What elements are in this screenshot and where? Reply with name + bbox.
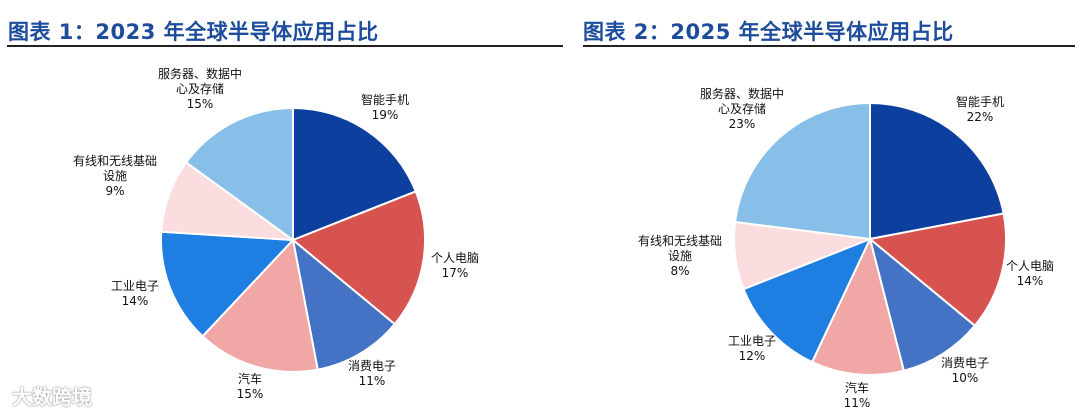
slice-name-label: 心及存储: [718, 101, 766, 116]
pie-slice: [160, 230, 296, 338]
slice-name-label: 工业电子: [111, 279, 159, 293]
slice-name-label: 服务器、数据中: [158, 66, 242, 81]
slice-label: 工业电子 14%: [111, 279, 159, 308]
slice-label: 消费电子 11%: [348, 359, 396, 388]
slice-name-label: 心及存储: [176, 81, 224, 96]
pie-slice: [291, 190, 426, 326]
pie-slice: [733, 101, 871, 241]
slice-name-label: 服务器、数据中: [700, 86, 784, 101]
slice-label: 有线和无线基础设施 8%: [638, 234, 722, 278]
slice-label: 个人电脑 17%: [431, 251, 479, 280]
slice-value-label: 22%: [967, 110, 994, 124]
slice-label: 有线和无线基础设施 9%: [73, 154, 157, 198]
slice-name-label: 智能手机: [956, 94, 1004, 109]
slice-value-label: 14%: [122, 294, 149, 308]
slice-name-label: 智能手机: [361, 92, 409, 107]
slice-value-label: 12%: [739, 349, 766, 363]
slice-label: 服务器、数据中心及存储 23%: [700, 86, 784, 131]
title-divider-1: [7, 45, 563, 47]
slice-name-label: 有线和无线基础: [638, 234, 722, 248]
slice-value-label: 17%: [442, 266, 469, 280]
slice-name-label: 设施: [668, 249, 692, 263]
pie-slice: [742, 237, 872, 364]
chart-title-2: 图表 2：2025 年全球半导体应用占比: [583, 20, 954, 44]
slice-value-label: 14%: [1017, 274, 1044, 288]
pie-slice: [184, 106, 294, 242]
watermark-logo: 大数跨境: [12, 381, 92, 410]
pie-slice: [291, 237, 397, 371]
pie-slice: [867, 212, 1007, 328]
chart-title-1: 图表 1：2023 年全球半导体应用占比: [8, 20, 379, 44]
pie-slice: [810, 236, 906, 376]
pie-slice: [869, 101, 1005, 241]
slice-name-label: 设施: [103, 169, 127, 183]
slice-value-label: 9%: [105, 184, 124, 198]
slice-value-label: 11%: [844, 396, 871, 410]
pie-slice: [201, 237, 319, 373]
slice-name-label: 工业电子: [728, 334, 776, 348]
slice-label: 智能手机 19%: [361, 92, 409, 122]
slice-label: 工业电子 12%: [728, 334, 776, 363]
slice-value-label: 23%: [729, 117, 756, 131]
slice-value-label: 11%: [359, 374, 386, 388]
slice-label: 汽车 11%: [844, 380, 871, 410]
slice-label: 汽车 15%: [237, 371, 264, 401]
slice-value-label: 10%: [952, 371, 979, 385]
title-divider-2: [583, 45, 1075, 47]
slice-label: 个人电脑 14%: [1006, 259, 1054, 288]
slice-name-label: 消费电子: [941, 356, 989, 370]
slice-name-label: 汽车: [845, 380, 869, 395]
slice-value-label: 19%: [372, 108, 399, 122]
slice-value-label: 15%: [237, 387, 264, 401]
slice-label: 服务器、数据中心及存储 15%: [158, 66, 242, 111]
pie-slice: [292, 106, 418, 242]
slice-name-label: 个人电脑: [1006, 259, 1054, 273]
watermark-text: 大数跨境: [12, 385, 92, 409]
slice-name-label: 个人电脑: [431, 251, 479, 265]
slice-value-label: 8%: [670, 264, 689, 278]
slice-name-label: 消费电子: [348, 359, 396, 373]
slice-value-label: 15%: [187, 97, 214, 111]
slice-name-label: 有线和无线基础: [73, 154, 157, 168]
slice-name-label: 汽车: [238, 371, 262, 386]
slice-label: 消费电子 10%: [941, 356, 989, 385]
slice-label: 智能手机 22%: [956, 94, 1004, 124]
